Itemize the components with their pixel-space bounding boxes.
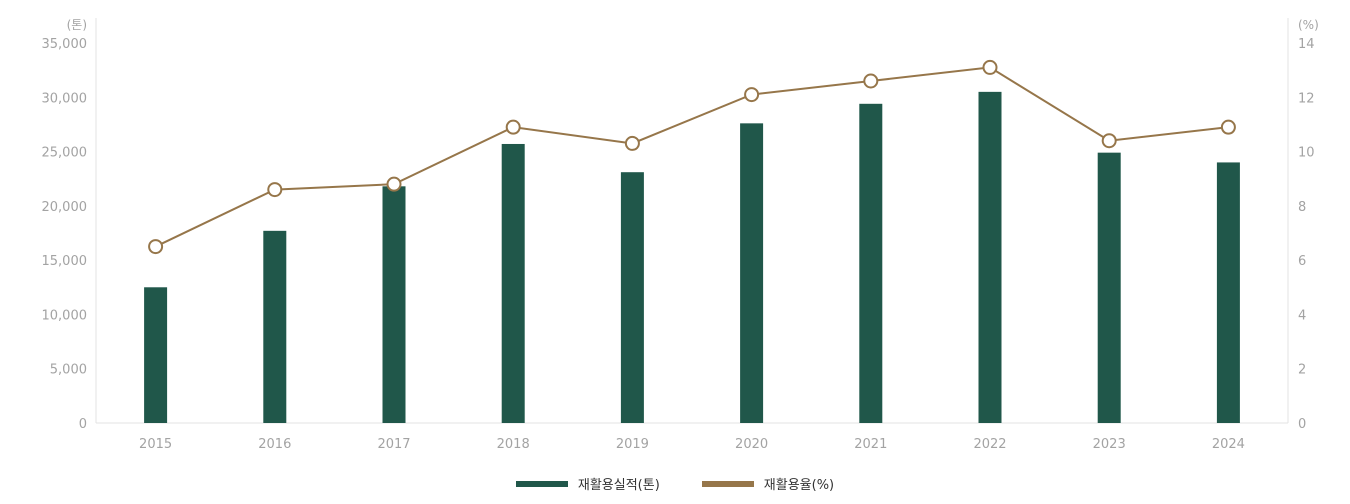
left-tick-label: 15,000 <box>42 254 88 269</box>
right-tick-label: 2 <box>1298 363 1306 378</box>
bar <box>382 186 406 423</box>
axes: 0 5,000 10,000 15,000 20,000 25,000 30,000 35,0… <box>42 18 1319 452</box>
right-tick-label: 8 <box>1298 200 1306 215</box>
rate-point <box>386 176 402 192</box>
right-tick-label: 0 <box>1298 417 1306 432</box>
legend: 재활용실적(톤) 재활용율(%) <box>0 474 1350 493</box>
legend-swatch-bar <box>515 480 568 487</box>
rate-line <box>155 66 1229 248</box>
legend-item-bar: 재활용실적(톤) <box>515 474 660 493</box>
bar <box>144 287 168 423</box>
left-tick-label: 35,000 <box>42 37 88 52</box>
rate-point <box>863 73 879 89</box>
x-tick-label: 2016 <box>258 437 291 452</box>
bar <box>263 230 287 423</box>
x-tick-label: 2022 <box>973 437 1006 452</box>
bar <box>1216 162 1240 423</box>
rate-point <box>1220 119 1236 135</box>
right-tick-label: 12 <box>1298 91 1315 106</box>
x-tick-label: 2015 <box>139 437 172 452</box>
bar-series <box>144 91 1240 424</box>
left-tick-label: 20,000 <box>42 200 88 215</box>
bar <box>501 143 525 423</box>
right-tick-label: 6 <box>1298 254 1306 269</box>
rate-point <box>148 239 164 255</box>
line-series <box>148 59 1236 255</box>
legend-item-line: 재활용율(%) <box>701 474 835 493</box>
bar <box>620 172 644 423</box>
x-tick-label: 2023 <box>1093 437 1126 452</box>
bar <box>978 91 1002 423</box>
left-axis-unit: (톤) <box>67 18 87 32</box>
x-tick-label: 2017 <box>377 437 410 452</box>
left-tick-label: 30,000 <box>42 91 88 106</box>
bar <box>1097 152 1121 423</box>
left-tick-label: 25,000 <box>42 146 88 161</box>
rate-point <box>1101 133 1117 149</box>
rate-point <box>505 119 521 135</box>
right-axis-unit: (%) <box>1298 18 1319 32</box>
rate-point <box>624 135 640 151</box>
right-tick-label: 4 <box>1298 308 1306 323</box>
x-tick-label: 2020 <box>735 437 768 452</box>
right-tick-label: 10 <box>1298 146 1315 161</box>
rate-point <box>744 87 760 103</box>
x-tick-label: 2021 <box>854 437 887 452</box>
legend-label-line: 재활용율(%) <box>763 478 835 493</box>
rate-point <box>267 182 283 198</box>
left-tick-label: 10,000 <box>42 308 88 323</box>
bar <box>859 103 883 424</box>
right-tick-label: 14 <box>1298 37 1315 52</box>
x-tick-label: 2018 <box>497 437 530 452</box>
rate-point <box>982 59 998 75</box>
x-tick-label: 2024 <box>1212 437 1245 452</box>
legend-label-bar: 재활용실적(톤) <box>577 478 660 493</box>
left-tick-label: 5,000 <box>50 363 87 378</box>
legend-swatch-line <box>701 480 754 487</box>
bar <box>740 123 764 423</box>
left-tick-label: 0 <box>79 417 87 432</box>
x-tick-label: 2019 <box>616 437 649 452</box>
